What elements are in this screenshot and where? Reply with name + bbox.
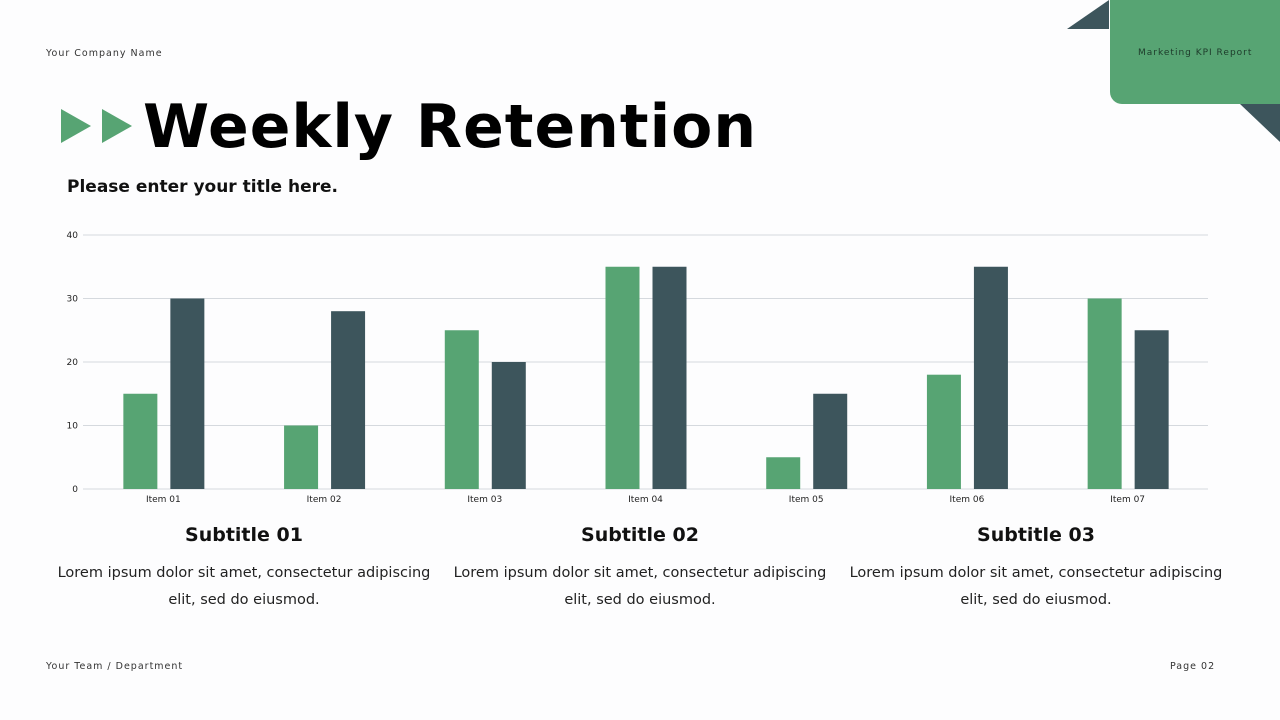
play-arrow-icon — [102, 109, 132, 143]
report-badge: Marketing KPI Report — [1110, 0, 1280, 104]
section-3: Subtitle 03 Lorem ipsum dolor sit amet, … — [836, 524, 1236, 614]
bar-green — [926, 374, 961, 489]
bar-dark — [652, 266, 687, 489]
x-tick-label: Item 07 — [1110, 495, 1145, 505]
bar-dark — [491, 362, 526, 489]
company-name: Your Company Name — [46, 48, 163, 59]
page-number: Page 02 — [1170, 661, 1216, 672]
bar-green — [284, 425, 319, 489]
section-1: Subtitle 01 Lorem ipsum dolor sit amet, … — [44, 524, 444, 614]
x-tick-label: Item 03 — [467, 495, 502, 505]
section-text: Lorem ipsum dolor sit amet, consectetur … — [453, 565, 827, 608]
bar-green — [123, 393, 158, 489]
y-tick-label: 40 — [67, 231, 79, 241]
bar-green — [444, 330, 479, 489]
report-name: Marketing KPI Report — [1138, 48, 1253, 58]
team-name: Your Team / Department — [46, 661, 184, 672]
corner-decoration — [1240, 104, 1280, 142]
section-2: Subtitle 02 Lorem ipsum dolor sit amet, … — [440, 524, 840, 614]
bar-green — [766, 457, 801, 489]
x-tick-label: Item 05 — [789, 495, 824, 505]
section-text: Lorem ipsum dolor sit amet, consectetur … — [849, 565, 1223, 608]
x-tick-label: Item 04 — [628, 495, 663, 505]
play-arrow-icon — [61, 109, 91, 143]
bar-green — [1087, 298, 1122, 489]
y-tick-label: 30 — [67, 295, 79, 305]
page-subtitle: Please enter your title here. — [67, 177, 338, 197]
bar-dark — [170, 298, 205, 489]
bar-dark — [1134, 330, 1169, 489]
page-title: Weekly Retention — [143, 92, 758, 162]
x-tick-label: Item 01 — [146, 495, 181, 505]
bar-dark — [973, 266, 1008, 489]
section-text: Lorem ipsum dolor sit amet, consectetur … — [57, 565, 431, 608]
bar-dark — [813, 393, 848, 489]
y-tick-label: 20 — [67, 358, 79, 368]
section-title: Subtitle 03 — [977, 524, 1095, 546]
section-title: Subtitle 01 — [185, 524, 303, 546]
x-tick-label: Item 06 — [950, 495, 985, 505]
bar-green — [605, 266, 640, 489]
section-title: Subtitle 02 — [581, 524, 699, 546]
y-tick-label: 0 — [72, 485, 78, 495]
bar-dark — [331, 311, 366, 489]
corner-decoration — [1067, 0, 1109, 29]
x-tick-label: Item 02 — [307, 495, 342, 505]
y-tick-label: 10 — [67, 422, 79, 432]
